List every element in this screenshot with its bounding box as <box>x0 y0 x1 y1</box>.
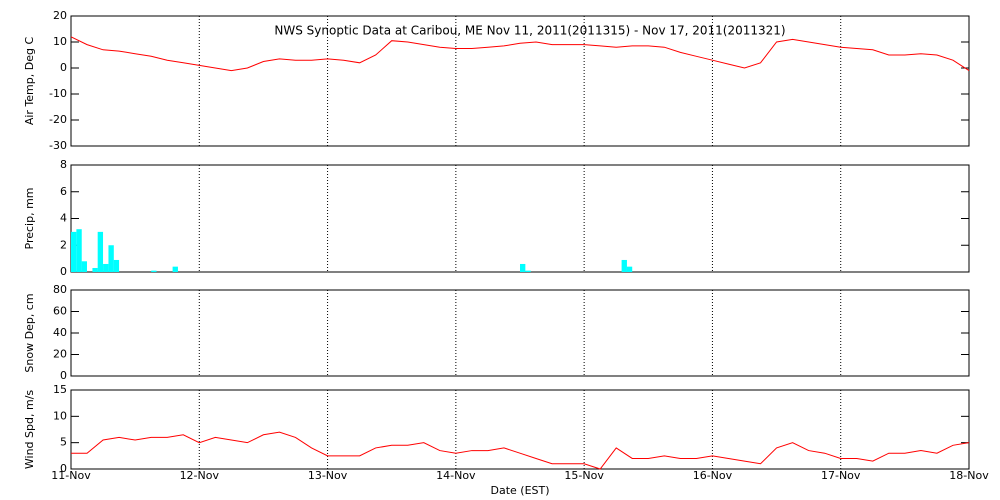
x-tick-label: 15-Nov <box>564 469 604 482</box>
bar <box>108 245 114 272</box>
x-tick-label: 14-Nov <box>436 469 476 482</box>
y-tick-label: 20 <box>53 9 67 22</box>
y-axis-label: Precip, mm <box>23 188 36 250</box>
y-tick-label: 80 <box>53 283 67 296</box>
x-tick-label: 18-Nov <box>949 469 989 482</box>
bar <box>151 270 157 272</box>
y-tick-label: -30 <box>49 139 67 152</box>
y-tick-label: 0 <box>60 265 67 278</box>
plot-frame <box>70 289 970 377</box>
y-tick-label: 15 <box>53 383 67 396</box>
y-tick-label: 8 <box>60 158 67 171</box>
data-line <box>70 36 970 72</box>
y-tick-label: -20 <box>49 113 67 126</box>
x-tick-label: 12-Nov <box>180 469 220 482</box>
bar <box>76 229 82 272</box>
y-tick-label: 0 <box>60 462 67 475</box>
y-axis-label: Snow Dep, cm <box>23 293 36 372</box>
y-tick-label: 60 <box>53 305 67 318</box>
y-axis-label: Air Temp, Deg C <box>23 37 36 126</box>
plot-frame <box>70 389 970 470</box>
bar <box>71 231 77 272</box>
plot-frame <box>70 15 970 147</box>
bar <box>103 263 109 272</box>
y-tick-label: 10 <box>53 35 67 48</box>
x-axis-label: Date (EST) <box>490 484 549 497</box>
bar <box>113 259 120 272</box>
x-tick-label: 16-Nov <box>693 469 733 482</box>
y-tick-label: 2 <box>60 238 67 251</box>
chart-title: NWS Synoptic Data at Caribou, ME Nov 11,… <box>274 24 785 38</box>
y-tick-label: 6 <box>60 185 67 198</box>
bar <box>525 270 531 272</box>
bar <box>97 231 104 272</box>
y-tick-label: 0 <box>60 369 67 382</box>
bar <box>172 266 178 272</box>
y-tick-label: 10 <box>53 409 67 422</box>
x-tick-label: 13-Nov <box>308 469 348 482</box>
y-tick-label: -10 <box>49 87 67 100</box>
y-tick-label: 40 <box>53 326 67 339</box>
bar <box>621 259 627 272</box>
y-tick-label: 0 <box>60 61 67 74</box>
bar <box>81 261 87 272</box>
y-axis-label: Wind Spd, m/s <box>23 390 36 470</box>
y-tick-label: 4 <box>60 212 67 225</box>
x-tick-label: 17-Nov <box>821 469 861 482</box>
y-tick-label: 5 <box>60 436 67 449</box>
x-tick-label: 11-Nov <box>51 469 91 482</box>
y-tick-label: 20 <box>53 348 67 361</box>
bar <box>520 263 526 272</box>
plot-frame <box>70 164 970 273</box>
bar <box>626 266 633 272</box>
data-line <box>71 431 970 470</box>
bar <box>92 267 98 272</box>
